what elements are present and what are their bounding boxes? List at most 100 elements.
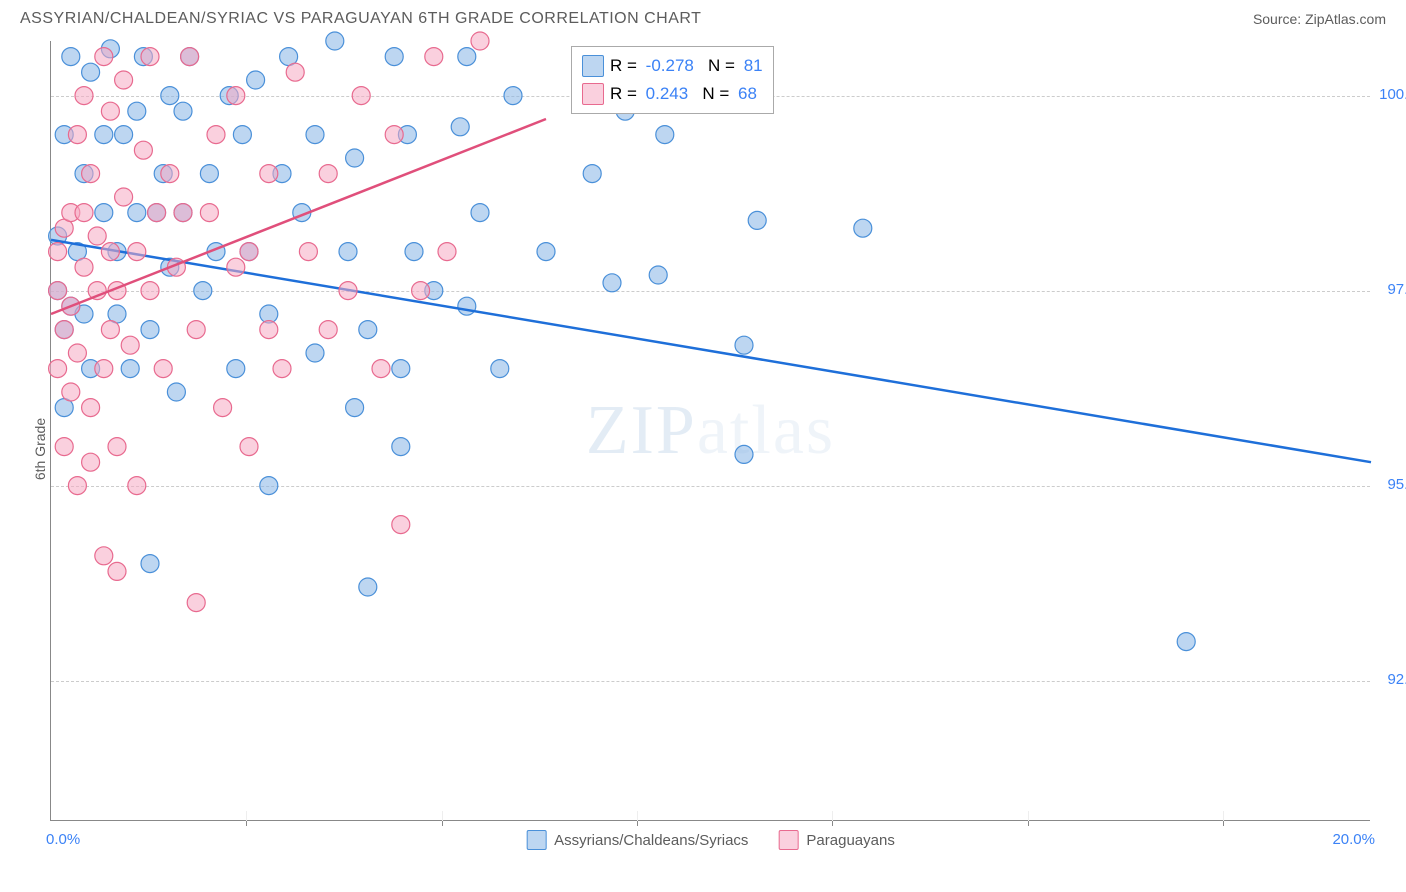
data-point: [392, 516, 410, 534]
data-point: [187, 321, 205, 339]
data-point: [273, 360, 291, 378]
data-point: [62, 383, 80, 401]
data-point: [405, 243, 423, 261]
data-point: [227, 87, 245, 105]
data-point: [240, 243, 258, 261]
data-point: [240, 438, 258, 456]
data-point: [207, 126, 225, 144]
data-point: [101, 102, 119, 120]
legend-stat-text: R = 0.243 N = 68: [610, 84, 757, 104]
data-point: [121, 336, 139, 354]
data-point: [82, 165, 100, 183]
data-point: [504, 87, 522, 105]
data-point: [583, 165, 601, 183]
legend-label: Assyrians/Chaldeans/Syriacs: [554, 832, 748, 849]
data-point: [141, 48, 159, 66]
data-point: [260, 165, 278, 183]
stats-legend-row: R = 0.243 N = 68: [582, 80, 763, 108]
data-point: [82, 63, 100, 81]
data-point: [392, 438, 410, 456]
data-point: [82, 453, 100, 471]
bottom-legend: Assyrians/Chaldeans/Syriacs Paraguayans: [526, 830, 895, 850]
bottom-legend-item: Paraguayans: [778, 830, 894, 850]
data-point: [214, 399, 232, 417]
data-point: [68, 477, 86, 495]
legend-swatch: [582, 55, 604, 77]
data-point: [306, 344, 324, 362]
data-point: [49, 243, 67, 261]
data-point: [247, 71, 265, 89]
data-point: [187, 594, 205, 612]
stats-legend: R = -0.278 N = 81 R = 0.243 N = 68: [571, 46, 774, 114]
data-point: [200, 204, 218, 222]
data-point: [75, 258, 93, 276]
data-point: [115, 126, 133, 144]
data-point: [68, 126, 86, 144]
data-point: [55, 321, 73, 339]
data-point: [55, 438, 73, 456]
data-point: [359, 578, 377, 596]
data-point: [154, 360, 172, 378]
data-point: [95, 547, 113, 565]
data-point: [68, 344, 86, 362]
data-point: [227, 258, 245, 276]
data-point: [95, 126, 113, 144]
data-point: [352, 87, 370, 105]
data-point: [326, 32, 344, 50]
data-point: [82, 399, 100, 417]
data-point: [141, 555, 159, 573]
data-point: [735, 445, 753, 463]
data-point: [412, 282, 430, 300]
data-point: [194, 282, 212, 300]
data-point: [233, 126, 251, 144]
data-point: [339, 243, 357, 261]
data-point: [346, 149, 364, 167]
data-point: [451, 118, 469, 136]
legend-swatch: [778, 830, 798, 850]
data-point: [392, 360, 410, 378]
data-point: [339, 282, 357, 300]
data-point: [101, 321, 119, 339]
data-point: [359, 321, 377, 339]
data-point: [748, 211, 766, 229]
chart-title: ASSYRIAN/CHALDEAN/SYRIAC VS PARAGUAYAN 6…: [20, 10, 701, 28]
legend-swatch: [582, 83, 604, 105]
data-point: [128, 102, 146, 120]
data-point: [108, 438, 126, 456]
data-point: [299, 243, 317, 261]
data-point: [161, 87, 179, 105]
data-point: [75, 204, 93, 222]
plot-area: ZIPatlas 92.5%95.0%97.5%100.0%0.0%20.0% …: [50, 41, 1370, 821]
data-point: [128, 477, 146, 495]
data-point: [346, 399, 364, 417]
data-point: [260, 477, 278, 495]
y-tick-label: 95.0%: [1375, 476, 1406, 493]
data-point: [181, 48, 199, 66]
data-point: [141, 282, 159, 300]
data-point: [128, 204, 146, 222]
y-axis-label: 6th Grade: [32, 399, 48, 499]
legend-swatch: [526, 830, 546, 850]
data-point: [286, 63, 304, 81]
x-tick-label-right: 20.0%: [1332, 831, 1375, 848]
data-point: [537, 243, 555, 261]
y-tick-label: 92.5%: [1375, 671, 1406, 688]
data-point: [62, 48, 80, 66]
data-point: [200, 165, 218, 183]
trend-line: [51, 240, 1371, 462]
data-point: [656, 126, 674, 144]
data-point: [49, 282, 67, 300]
data-point: [121, 360, 139, 378]
chart-container: 6th Grade ZIPatlas 92.5%95.0%97.5%100.0%…: [50, 41, 1396, 821]
data-point: [134, 141, 152, 159]
data-point: [95, 360, 113, 378]
legend-label: Paraguayans: [806, 832, 894, 849]
x-tick-label-left: 0.0%: [46, 831, 80, 848]
data-point: [115, 188, 133, 206]
data-point: [438, 243, 456, 261]
data-point: [425, 48, 443, 66]
data-point: [735, 336, 753, 354]
data-point: [115, 71, 133, 89]
data-point: [128, 243, 146, 261]
chart-source: Source: ZipAtlas.com: [1253, 11, 1386, 27]
